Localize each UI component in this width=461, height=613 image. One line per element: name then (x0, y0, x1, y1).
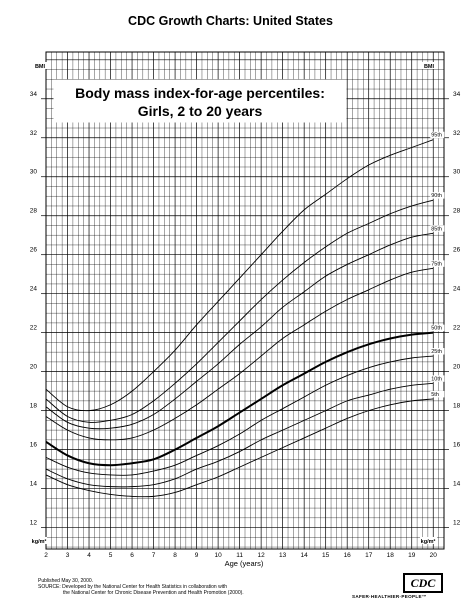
y-tick-label: 34 (30, 91, 38, 98)
x-tick-label: 6 (130, 552, 134, 559)
x-tick-label: 9 (195, 552, 199, 559)
chart-title-box (53, 79, 347, 123)
source-line-2: the National Center for Chronic Disease … (63, 590, 244, 597)
percentile-labels: 95th 90th 85th 75th 50th 25th 10th 5th (430, 131, 445, 398)
percentile-label-50th: 50th (431, 326, 442, 332)
y-tick-label: 16 (453, 442, 461, 449)
x-tick-label: 3 (66, 552, 70, 559)
percentile-curve-90th (45, 199, 434, 423)
y-axis-right: 12 14 16 18 20 22 24 26 28 30 32 34 (444, 91, 461, 528)
chart-footer: Published May 30, 2000. SOURCE: Develope… (38, 578, 244, 597)
cdc-slogan: SAFER·HEALTHIER·PEOPLE™ (352, 594, 427, 599)
y-tick-label: 20 (30, 364, 38, 371)
chart-title-line-2: Girls, 2 to 20 years (138, 103, 263, 119)
percentile-curve-5th (45, 398, 434, 498)
y-tick-label: 30 (453, 169, 461, 176)
x-tick-label: 16 (344, 552, 352, 559)
y-tick-label: 28 (453, 208, 461, 215)
x-tick-label: 18 (387, 552, 395, 559)
y-unit-label-right: kg/m² (421, 538, 436, 545)
percentile-label-95th: 95th (431, 133, 442, 139)
x-tick-label: 8 (173, 552, 177, 559)
percentile-label-85th: 85th (431, 226, 442, 232)
y-tick-label: 12 (453, 520, 461, 527)
y-tick-label: 22 (453, 325, 461, 332)
y-axis-left: 12 14 16 18 20 22 24 26 28 30 32 34 (30, 91, 46, 528)
percentile-label-25th: 25th (431, 349, 442, 355)
percentile-curve-10th (45, 382, 434, 488)
x-tick-label: 5 (109, 552, 113, 559)
y-tick-label: 32 (453, 130, 461, 137)
y-tick-label: 18 (30, 403, 38, 410)
page-header-title: CDC Growth Charts: United States (128, 14, 333, 28)
x-tick-label: 12 (258, 552, 266, 559)
percentile-label-75th: 75th (431, 261, 442, 267)
y-tick-label: 22 (30, 325, 38, 332)
published-date: Published May 30, 2000. (38, 578, 94, 584)
y-tick-label: 20 (453, 364, 461, 371)
x-tick-label: 19 (408, 552, 416, 559)
x-tick-label: 10 (214, 552, 222, 559)
y-axis-label-left: BMI (35, 64, 46, 70)
percentile-label-90th: 90th (431, 193, 442, 199)
cdc-logo: CDC (403, 573, 443, 593)
x-tick-label: 4 (87, 552, 91, 559)
y-axis-label-right: BMI (424, 64, 435, 70)
percentile-curves (45, 139, 434, 498)
x-tick-label: 2 (44, 552, 48, 559)
x-tick-label: 13 (279, 552, 287, 559)
x-tick-label: 11 (236, 552, 243, 559)
chart-title-line-1: Body mass index-for-age percentiles: (75, 85, 325, 101)
percentile-curve-85th (45, 232, 434, 430)
x-tick-label: 20 (430, 552, 438, 559)
percentile-label-5th: 5th (431, 392, 439, 398)
y-tick-label: 24 (453, 286, 461, 293)
y-tick-label: 34 (453, 91, 461, 98)
y-tick-label: 12 (30, 520, 38, 527)
percentile-curve-50th (45, 331, 434, 467)
y-unit-label-left: kg/m² (32, 538, 47, 545)
y-tick-label: 24 (30, 286, 38, 293)
y-tick-label: 30 (30, 169, 38, 176)
x-tick-label: 7 (152, 552, 156, 559)
y-tick-label: 26 (30, 247, 38, 254)
x-tick-label: 17 (365, 552, 373, 559)
x-axis: 2 3 4 5 6 7 8 9 10 11 12 13 14 15 16 17 18 19 20 (44, 552, 437, 559)
percentile-label-10th: 10th (431, 376, 442, 382)
y-tick-label: 26 (453, 247, 461, 254)
percentile-curve-95th (45, 139, 434, 412)
x-tick-label: 15 (322, 552, 330, 559)
y-tick-label: 28 (30, 208, 38, 215)
y-tick-label: 14 (453, 481, 461, 488)
y-tick-label: 14 (30, 481, 38, 488)
percentile-curve-75th (45, 267, 434, 441)
y-tick-label: 32 (30, 130, 38, 137)
y-tick-label: 18 (453, 403, 461, 410)
x-axis-label: Age (years) (225, 559, 264, 568)
percentile-curve-25th (45, 355, 434, 476)
y-tick-label: 16 (30, 442, 38, 449)
source-line-1: SOURCE: Developed by the National Center… (38, 584, 227, 591)
x-tick-label: 14 (301, 552, 309, 559)
